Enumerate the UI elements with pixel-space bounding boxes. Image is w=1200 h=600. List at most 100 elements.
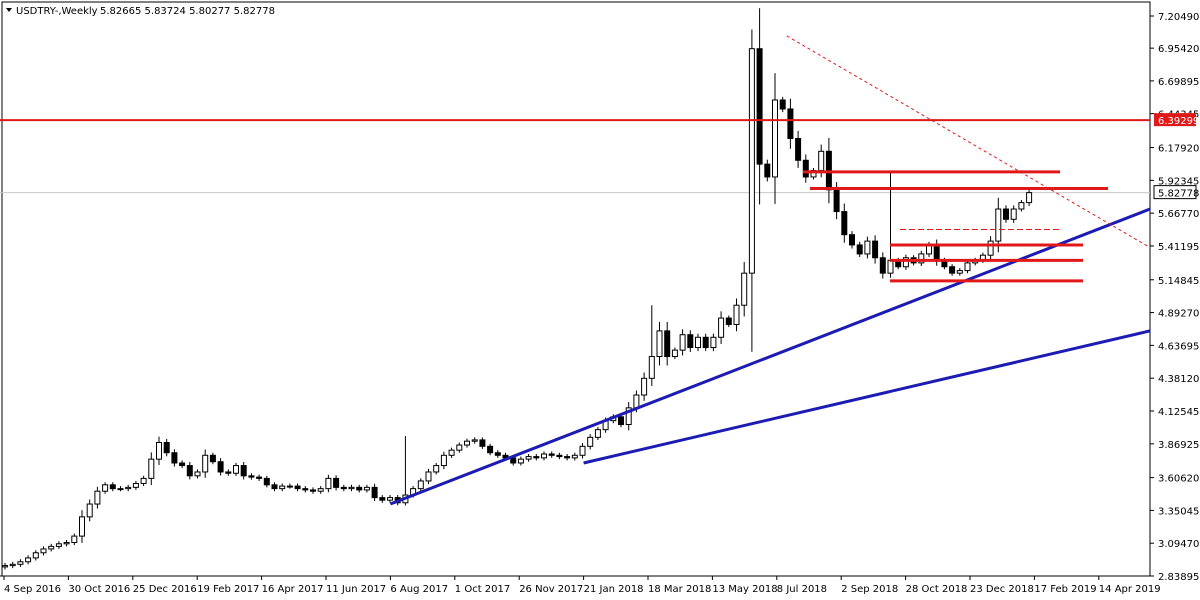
candle <box>656 321 663 366</box>
candle <box>356 484 363 493</box>
x-tick-label: 14 Apr 2019 <box>1099 584 1161 595</box>
x-tick-label: 28 Oct 2018 <box>906 584 968 595</box>
candle-body <box>425 471 432 482</box>
x-tick-label: 11 Jun 2017 <box>326 584 386 595</box>
candle <box>25 555 32 565</box>
candle-body <box>17 561 24 565</box>
candle-body <box>225 471 232 474</box>
candle-body <box>872 240 879 259</box>
candle <box>433 462 440 475</box>
header-ohlc: 5.82665 5.83724 5.80277 5.82778 <box>100 6 275 17</box>
candle-body <box>618 416 624 426</box>
candle-body <box>217 461 224 473</box>
candle-body <box>263 477 270 486</box>
candle <box>1010 205 1017 223</box>
candle <box>379 495 386 503</box>
candle <box>179 460 186 469</box>
candle <box>571 452 578 461</box>
support-trendline[interactable] <box>583 329 1151 465</box>
candle-body <box>55 543 62 547</box>
candle-body <box>363 486 370 491</box>
candle-body <box>186 465 193 477</box>
candle <box>679 329 686 356</box>
candle <box>102 482 109 494</box>
candle <box>125 484 132 492</box>
candle <box>194 469 201 479</box>
candle <box>363 484 370 493</box>
candle <box>872 235 879 264</box>
level-label-bg <box>1154 113 1196 127</box>
candle <box>371 483 378 502</box>
candle <box>40 546 47 556</box>
candle <box>402 436 409 506</box>
candle-body <box>579 445 586 456</box>
candle-body <box>86 503 93 518</box>
candle <box>456 442 463 453</box>
candle <box>294 483 301 492</box>
candle-body <box>702 336 709 349</box>
candle-body <box>641 377 648 396</box>
candle <box>702 333 709 352</box>
candle <box>86 499 93 522</box>
candle <box>117 486 124 492</box>
candle <box>340 484 347 492</box>
candle-body <box>71 535 78 544</box>
candle <box>795 130 802 168</box>
candle <box>1026 189 1033 207</box>
candle-body <box>525 456 532 460</box>
candle <box>71 533 78 546</box>
candle <box>987 236 994 261</box>
y-tick-label: 4.12545 <box>1158 407 1199 418</box>
y-tick-label: 4.63695 <box>1158 341 1199 352</box>
candle <box>256 474 263 481</box>
candle-body <box>387 497 393 501</box>
candle-body <box>356 486 363 491</box>
candle <box>417 478 424 492</box>
candle <box>425 468 432 485</box>
plot-frame <box>1 1 1151 577</box>
candle <box>479 437 486 449</box>
x-tick-label: 30 Oct 2016 <box>68 584 130 595</box>
candle-body <box>464 440 470 446</box>
dropdown-triangle-icon[interactable] <box>6 8 12 12</box>
candle-body <box>2 565 8 568</box>
candle <box>548 451 555 458</box>
candle-body <box>841 211 848 236</box>
candle <box>32 550 39 561</box>
candle-body <box>772 99 778 178</box>
candle-body <box>487 445 494 454</box>
dashed-trendline[interactable] <box>786 35 1151 248</box>
support-trendline[interactable] <box>389 207 1151 506</box>
candle-body <box>802 159 809 178</box>
candle-body <box>656 330 663 358</box>
candle-body <box>949 266 956 274</box>
candle <box>625 402 632 431</box>
x-tick-label: 13 May 2018 <box>712 584 777 595</box>
candle <box>156 436 162 465</box>
x-axis: 4 Sep 2016 30 Oct 2016 25 Dec 2016 19 Feb 2… <box>3 576 1161 595</box>
candle-body <box>918 253 925 264</box>
candle-body <box>125 486 132 490</box>
candle-body <box>471 439 478 442</box>
y-tick-label: 6.69895 <box>1158 77 1199 88</box>
candle-body <box>1026 192 1033 204</box>
candle-body <box>340 486 347 490</box>
candle-body <box>733 304 740 325</box>
candle <box>964 260 971 274</box>
candle <box>879 252 886 279</box>
candle <box>710 333 717 352</box>
x-tick-label: 2 Sep 2018 <box>841 584 898 595</box>
candle-body <box>995 208 1002 242</box>
x-tick-label: 1 Oct 2017 <box>455 584 510 595</box>
candle <box>748 29 755 352</box>
candle-body <box>256 476 263 479</box>
x-tick-label: 18 Mar 2018 <box>648 584 711 595</box>
candle-body <box>933 244 940 261</box>
candle-body <box>787 108 794 139</box>
candle <box>487 443 494 456</box>
candle <box>325 474 332 493</box>
candle <box>448 447 455 458</box>
y-axis: 7.204906.954206.698956.443456.179205.923… <box>1150 12 1199 583</box>
